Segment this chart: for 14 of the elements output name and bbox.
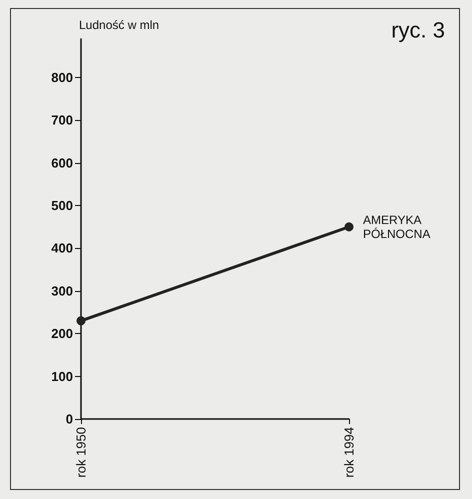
y-tick-label: 500 — [51, 198, 73, 214]
x-tick-label: rok 1950 — [74, 427, 88, 478]
annotation: ryc. 3 — [391, 18, 446, 42]
y-tick-label: 700 — [51, 112, 73, 128]
y-tick-label: 200 — [51, 326, 73, 342]
y-tick-label: 100 — [51, 368, 73, 384]
y-tick-label: 300 — [51, 283, 73, 298]
series-label: AMERYKA PÓŁNOCNA — [363, 212, 430, 241]
y-tick-label: 600 — [51, 155, 73, 170]
y-axis-title: Ludność w mln — [79, 18, 160, 32]
y-tick-label: 800 — [51, 70, 73, 85]
y-tick-label: 400 — [51, 240, 73, 256]
y-tick-label: 0 — [66, 412, 73, 426]
x-tick-label: rok 1994 — [342, 427, 356, 478]
